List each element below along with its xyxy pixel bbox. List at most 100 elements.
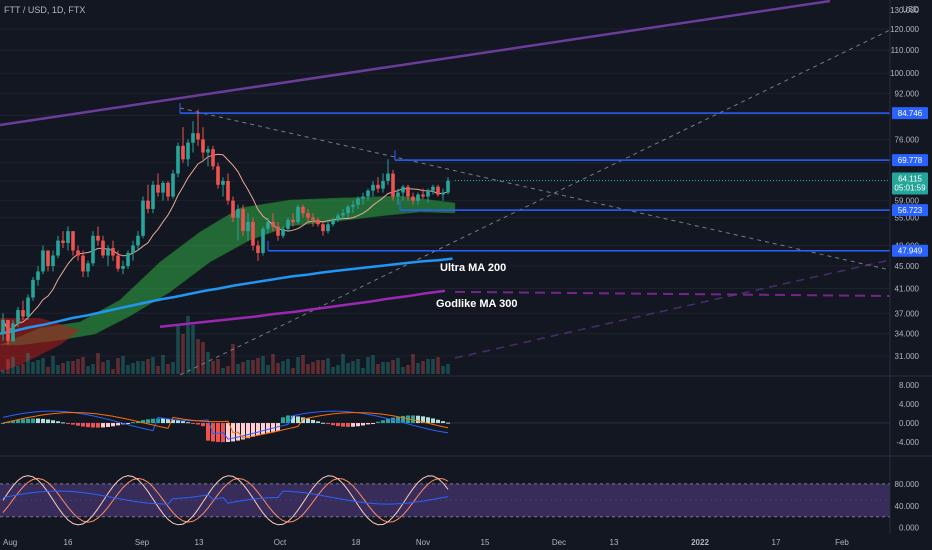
candle[interactable] [341, 213, 345, 216]
candle[interactable] [246, 222, 250, 232]
candle[interactable] [36, 271, 40, 280]
candle[interactable] [401, 186, 405, 193]
candle[interactable] [231, 200, 235, 218]
candle[interactable] [71, 231, 75, 251]
candle[interactable] [206, 149, 210, 153]
candle[interactable] [6, 319, 10, 341]
signal-line[interactable] [2, 411, 449, 439]
candle[interactable] [86, 263, 90, 272]
candle[interactable] [391, 173, 395, 197]
candle[interactable] [156, 184, 160, 193]
last-price-tag[interactable] [892, 172, 928, 195]
rsi-line[interactable] [2, 490, 449, 505]
candle[interactable] [406, 186, 410, 197]
candle[interactable] [176, 145, 180, 174]
candle[interactable] [96, 235, 100, 241]
candle[interactable] [56, 240, 60, 256]
candle[interactable] [16, 310, 20, 324]
candle[interactable] [61, 240, 65, 244]
candle[interactable] [421, 194, 425, 197]
ascending-trendline[interactable] [179, 29, 890, 375]
candle[interactable] [296, 206, 300, 223]
candle[interactable] [21, 310, 25, 317]
candle[interactable] [346, 206, 350, 214]
candle[interactable] [386, 173, 390, 181]
candle[interactable] [196, 133, 200, 140]
candle[interactable] [261, 228, 265, 253]
candle[interactable] [46, 250, 50, 267]
candle[interactable] [366, 190, 370, 197]
candle[interactable] [166, 182, 170, 197]
candle[interactable] [306, 213, 310, 218]
candle[interactable] [76, 250, 80, 256]
candle[interactable] [101, 240, 105, 256]
candle[interactable] [301, 206, 305, 214]
candle[interactable] [321, 224, 325, 232]
candle[interactable] [446, 180, 450, 193]
candle[interactable] [331, 219, 335, 225]
candle[interactable] [411, 196, 415, 201]
price-level-tag[interactable] [892, 244, 928, 257]
candle[interactable] [11, 323, 15, 341]
candle[interactable] [1, 319, 5, 334]
candle[interactable] [381, 180, 385, 189]
candle[interactable] [91, 235, 95, 264]
candle[interactable] [271, 222, 275, 227]
candle[interactable] [361, 196, 365, 199]
candle[interactable] [66, 231, 70, 244]
candle[interactable] [416, 194, 420, 201]
price-axis[interactable]: 130.000120.000110.000100.00092.00084.000… [890, 6, 928, 533]
ultra-ma-200-line[interactable] [0, 257, 453, 335]
stoch-d-line[interactable] [2, 477, 449, 523]
price-pane[interactable]: Ultra MA 200 Godlike MA 300 [0, 0, 890, 375]
candle[interactable] [211, 149, 215, 167]
candle[interactable] [266, 222, 270, 229]
candle[interactable] [371, 184, 375, 191]
stoch-k-line[interactable] [2, 475, 449, 526]
upper-trendline[interactable] [0, 0, 831, 127]
time-axis[interactable]: Aug 16 Sep 13 Oct 18 Nov 15 Dec 13 2022 17 Feb [3, 538, 849, 547]
candle[interactable] [191, 133, 195, 143]
candle[interactable] [256, 245, 260, 253]
candle[interactable] [316, 219, 320, 225]
candle[interactable] [51, 255, 55, 267]
candle[interactable] [216, 166, 220, 185]
candle[interactable] [376, 184, 380, 189]
candle[interactable] [426, 190, 430, 197]
candle[interactable] [31, 279, 35, 298]
candle[interactable] [161, 182, 165, 193]
candle[interactable] [311, 217, 315, 220]
candle[interactable] [281, 228, 285, 236]
candle[interactable] [121, 266, 125, 269]
candle[interactable] [236, 208, 240, 218]
candle[interactable] [326, 224, 330, 232]
candle[interactable] [171, 173, 175, 197]
price-level-tag[interactable] [892, 107, 928, 120]
price-level-tag[interactable] [892, 154, 928, 167]
candle[interactable] [396, 192, 400, 197]
candle[interactable] [136, 235, 140, 246]
stochastic-pane[interactable] [0, 475, 890, 526]
candle[interactable] [291, 219, 295, 223]
macd-line[interactable] [2, 410, 449, 440]
price-level-tag[interactable] [892, 204, 928, 217]
candle[interactable] [436, 186, 440, 195]
candle[interactable] [226, 180, 230, 201]
candle[interactable] [81, 255, 85, 272]
candle[interactable] [241, 208, 245, 232]
godlike-ma-300-line[interactable] [159, 289, 446, 328]
candle[interactable] [126, 252, 130, 267]
candle[interactable] [141, 200, 145, 236]
candle[interactable] [201, 139, 205, 153]
candle[interactable] [106, 247, 110, 256]
candle[interactable] [221, 180, 225, 185]
candle[interactable] [26, 297, 30, 317]
candle[interactable] [151, 184, 155, 209]
candle[interactable] [41, 250, 45, 272]
candle[interactable] [111, 247, 115, 256]
candle[interactable] [441, 192, 445, 195]
candle[interactable] [431, 186, 435, 191]
candle[interactable] [186, 142, 190, 160]
candle[interactable] [146, 200, 150, 209]
